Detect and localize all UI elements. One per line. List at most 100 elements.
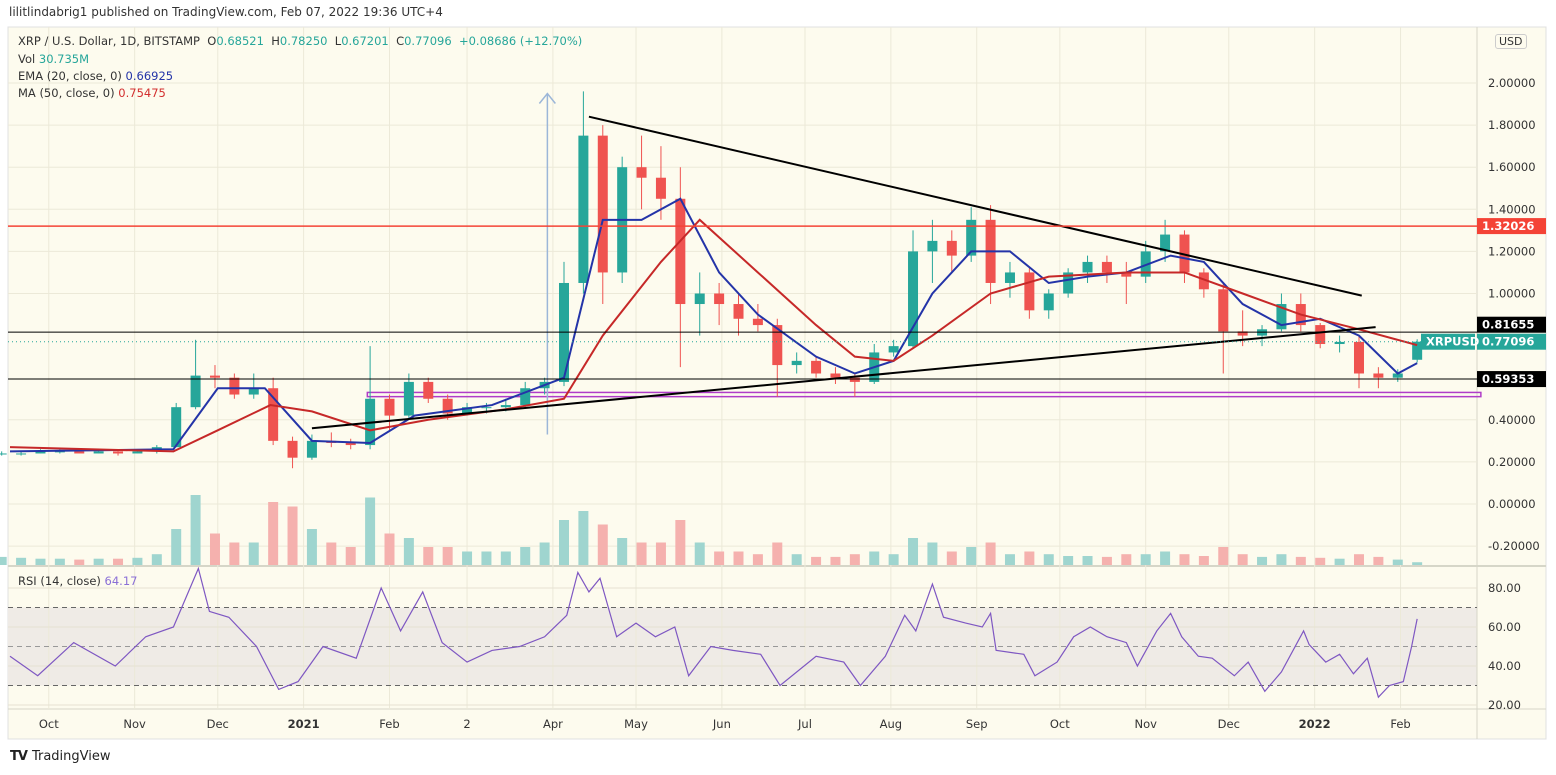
volume-bar (1043, 554, 1054, 565)
candle-body (597, 135, 608, 273)
level-label-box (1477, 218, 1546, 235)
high-value: 0.78250 (279, 34, 328, 48)
volume-bar (927, 542, 938, 565)
candle-body (811, 360, 822, 374)
volume-bar (462, 551, 473, 565)
rsi-legend[interactable]: RSI (14, close) 64.17 (18, 574, 138, 588)
volume-bar (365, 497, 376, 565)
candle-body (1198, 272, 1209, 290)
y-tick-label: 1.20000 (1488, 244, 1536, 258)
volume-bar (578, 511, 589, 565)
volume-bar (481, 551, 492, 565)
y-tick-label: 1.40000 (1488, 202, 1536, 216)
y-tick-label: 2.00000 (1488, 76, 1536, 90)
volume-bar (1315, 557, 1326, 565)
volume-bar (655, 542, 666, 565)
candle-body (345, 442, 356, 446)
volume-bar (248, 542, 259, 565)
x-tick-label: Oct (39, 717, 59, 731)
volume-bar (54, 558, 65, 565)
volume-bar (830, 556, 841, 565)
y-tick-label: 1.60000 (1488, 160, 1536, 174)
candle-body (655, 177, 666, 199)
volume-bar (229, 542, 240, 565)
volume-bar (1373, 556, 1384, 565)
candle-body (1334, 341, 1345, 345)
low-value: 0.67201 (341, 34, 389, 48)
candle-body (268, 388, 279, 441)
volume-bar (1334, 558, 1345, 565)
x-tick-label: Apr (543, 717, 563, 731)
candle-body (578, 135, 589, 283)
symbol-title: XRP / U.S. Dollar, 1D, BITSTAMP (18, 34, 200, 48)
last-price-label: 0.77096 (1482, 335, 1534, 349)
volume-bar (811, 556, 822, 565)
rsi-tick-label: 20.00 (1488, 698, 1521, 712)
x-tick-label: Jun (712, 717, 731, 731)
candle-body (442, 398, 453, 414)
volume-bar (1160, 551, 1171, 565)
rsi-tick-label: 40.00 (1488, 659, 1521, 673)
x-tick-label: Dec (207, 717, 229, 731)
candle-body (132, 451, 143, 454)
volume-legend: Vol 30.735M (18, 52, 90, 66)
volume-bar (849, 554, 860, 565)
symbol-label-box (1421, 333, 1475, 350)
candle-body (1373, 373, 1384, 378)
volume-bar (597, 524, 608, 565)
volume-bar (442, 547, 453, 565)
volume-bar (888, 554, 899, 565)
ema-legend[interactable]: EMA (20, close, 0) 0.66925 (18, 69, 174, 83)
volume-bar (0, 556, 7, 565)
candle-body (1024, 272, 1035, 311)
ema-value: 0.66925 (125, 69, 174, 83)
volume-bar (1237, 554, 1248, 565)
candle-body (0, 453, 7, 455)
volume-bar (1082, 556, 1093, 565)
candle-body (1101, 261, 1112, 273)
candle-body (1392, 373, 1403, 378)
candle-body (54, 451, 65, 453)
change-value: +0.08686 (+12.70%) (458, 34, 583, 48)
candle-body (35, 451, 46, 454)
volume-bar (752, 554, 763, 565)
support-zone (366, 391, 1482, 398)
candle-body (16, 453, 27, 455)
candle-body (520, 388, 531, 406)
volume-bar (985, 542, 996, 565)
volume-bar (500, 551, 511, 565)
ma-legend[interactable]: MA (50, close, 0) 0.75475 (18, 86, 166, 100)
ema-20-line (9, 197, 1418, 453)
symbol-label: XRPUSD (1426, 335, 1479, 349)
currency-button[interactable]: USD (1495, 34, 1527, 49)
volume-bar (1295, 556, 1306, 565)
candle-body (287, 440, 298, 458)
volume-bar (617, 538, 628, 565)
candle-body (1043, 293, 1054, 311)
candle-body (694, 293, 705, 305)
candle-body (849, 377, 860, 382)
candle-body (1082, 261, 1093, 273)
x-tick-label: Nov (123, 717, 146, 731)
level-label: 0.81655 (1482, 318, 1534, 332)
candle-body (1063, 272, 1074, 294)
candle-body (966, 219, 977, 256)
candle-body (1160, 234, 1171, 252)
candle-body (888, 346, 899, 353)
volume-bar (209, 533, 220, 565)
candle-body (423, 381, 434, 399)
volume-bar (539, 542, 550, 565)
volume-bar (694, 542, 705, 565)
candle-body (306, 440, 317, 458)
candle-body (1218, 289, 1229, 332)
brand-name: TradingView (31, 749, 111, 764)
y-tick-label: 0.20000 (1488, 455, 1536, 469)
volume-bar (403, 538, 414, 565)
volume-bar (733, 551, 744, 565)
y-tick-label: 1.80000 (1488, 118, 1536, 132)
candle-body (229, 377, 240, 395)
volume-bar (1257, 556, 1268, 565)
volume-bar (1218, 547, 1229, 565)
candle-body (1412, 341, 1423, 360)
